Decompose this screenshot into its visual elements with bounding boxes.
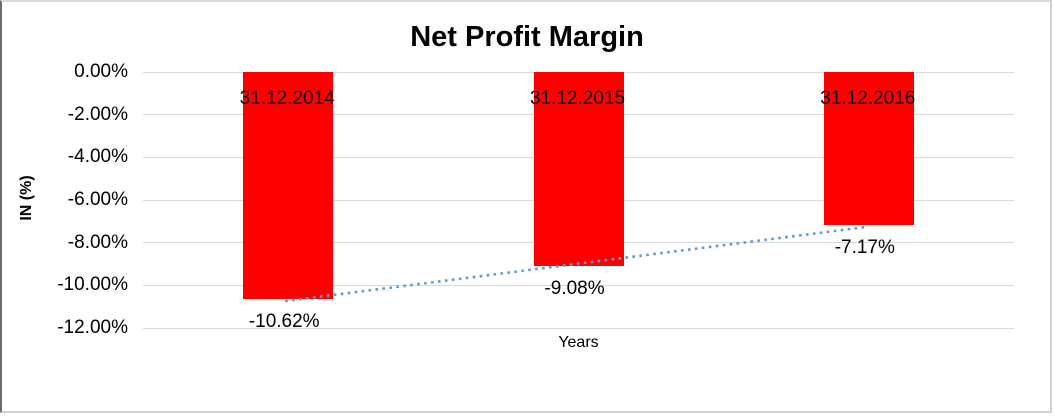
data-label: -9.08% (544, 277, 605, 299)
chart-title: Net Profit Margin (410, 21, 644, 53)
data-label: -10.62% (248, 310, 320, 332)
y-tick-label: -12.00% (57, 317, 128, 338)
x-axis-title: Years (558, 334, 599, 351)
gridline--12.00% (143, 327, 1014, 329)
category-label: 31.12.2014 (239, 88, 335, 109)
category-label: 31.12.2015 (529, 88, 626, 109)
y-tick-label: -2.00% (67, 103, 128, 125)
y-axis-title: IN (%) (18, 175, 35, 221)
data-label: -7.17% (834, 237, 895, 258)
y-tick-label: -8.00% (67, 231, 128, 253)
y-tick-label: -4.00% (67, 146, 128, 168)
y-tick-label: -6.00% (67, 189, 128, 210)
y-tick-label: 0.00% (74, 61, 128, 82)
category-label: 31.12.2016 (820, 88, 916, 109)
y-tick-label: -10.00% (57, 274, 128, 296)
bar-31.12.2016 (823, 72, 914, 225)
